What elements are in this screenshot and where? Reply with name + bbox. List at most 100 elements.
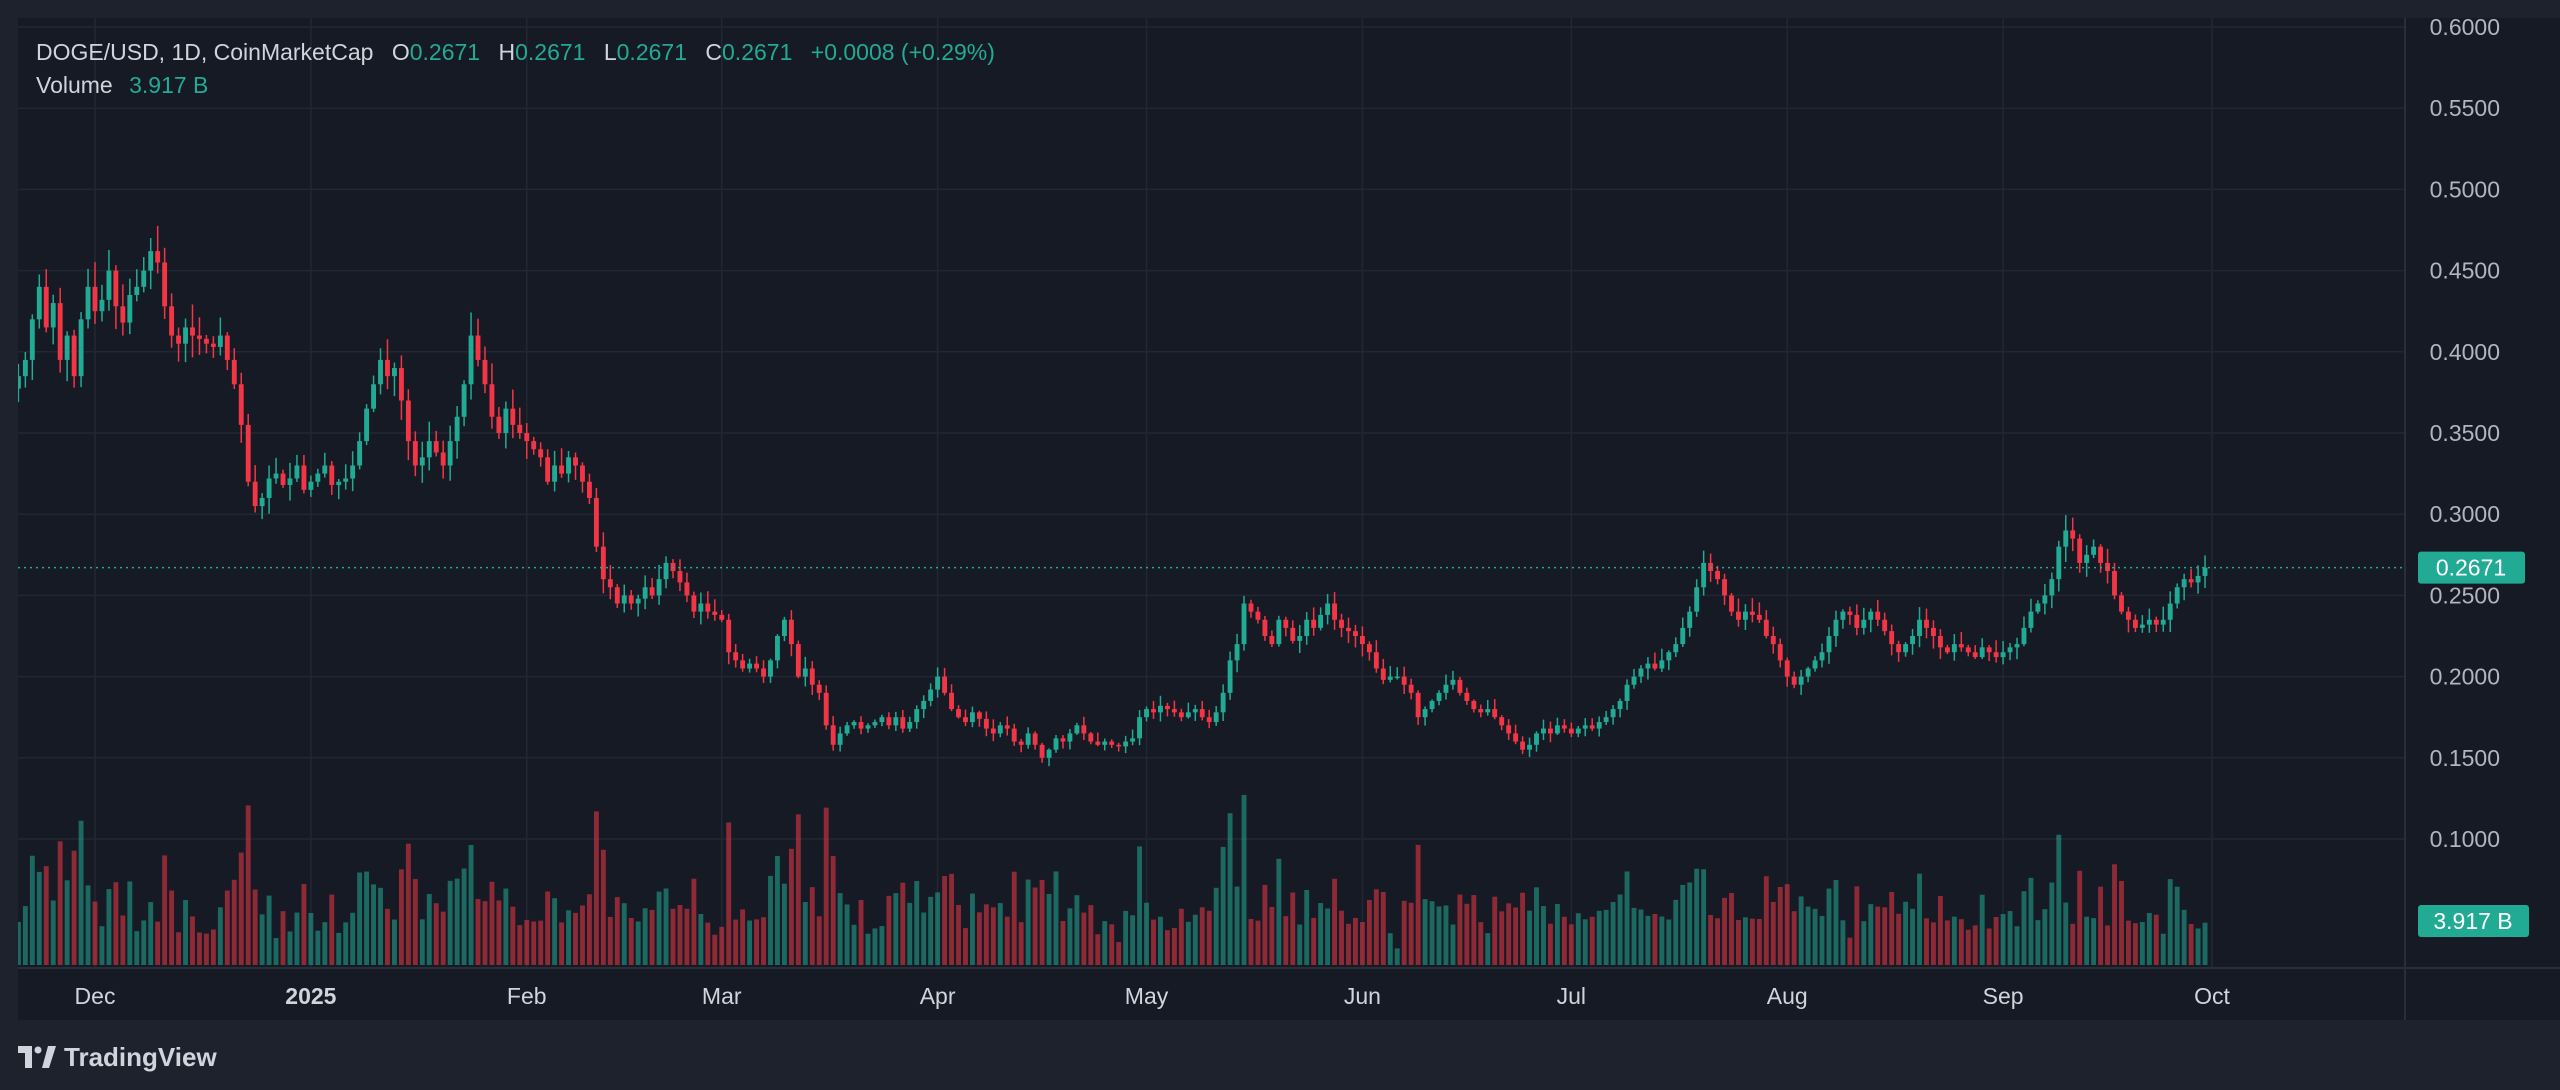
candle-body bbox=[364, 408, 370, 442]
volume-bar bbox=[1568, 924, 1574, 965]
volume-bar bbox=[935, 892, 941, 965]
volume-bar bbox=[343, 922, 349, 965]
candle-body bbox=[1638, 668, 1644, 677]
volume-bar bbox=[190, 916, 195, 965]
candle-body bbox=[447, 441, 453, 466]
volume-bar bbox=[893, 893, 899, 965]
candle-body bbox=[788, 619, 794, 645]
volume-bar bbox=[1339, 910, 1344, 965]
candle-body bbox=[1457, 679, 1463, 693]
volume-bar bbox=[1854, 886, 1860, 965]
volume-bar bbox=[141, 920, 147, 965]
volume-bar bbox=[1903, 901, 1909, 965]
volume-bar bbox=[809, 887, 815, 965]
candle-body bbox=[2007, 647, 2013, 653]
volume-bar bbox=[57, 841, 63, 965]
candle-body bbox=[524, 433, 530, 442]
volume-bar bbox=[524, 919, 530, 965]
candle-body bbox=[837, 733, 843, 745]
volume-bar bbox=[879, 926, 885, 965]
volume-bar bbox=[1722, 897, 1727, 965]
candle-body bbox=[92, 286, 98, 312]
volume-bar bbox=[454, 878, 460, 965]
volume-bar bbox=[1736, 920, 1741, 965]
volume-bar bbox=[1408, 902, 1414, 965]
candle-body bbox=[1736, 611, 1741, 620]
candle-body bbox=[1889, 631, 1895, 645]
candle-body bbox=[294, 465, 300, 479]
x-tick-label: Apr bbox=[920, 983, 956, 1009]
volume-bar bbox=[1325, 908, 1331, 965]
y-tick-label: 0.5000 bbox=[2430, 176, 2500, 202]
volume-bar bbox=[2000, 914, 2006, 965]
candle-body bbox=[1067, 733, 1073, 742]
candle-body bbox=[621, 595, 627, 604]
candle-body bbox=[183, 327, 188, 344]
volume-bar bbox=[2035, 920, 2041, 965]
volume-bar bbox=[1227, 813, 1233, 965]
volume-bar bbox=[252, 889, 258, 965]
price-badge bbox=[2418, 551, 2525, 584]
volume-bar bbox=[1429, 901, 1435, 965]
candle-body bbox=[586, 481, 592, 498]
candle-body bbox=[566, 457, 571, 474]
candle-body bbox=[747, 663, 753, 669]
candle-body bbox=[2119, 595, 2124, 612]
candle-body bbox=[134, 286, 140, 295]
volume-bar bbox=[552, 898, 558, 965]
volume-bar bbox=[412, 879, 418, 965]
candle-body bbox=[580, 465, 585, 482]
candle-body bbox=[726, 619, 732, 653]
candle-body bbox=[1527, 744, 1532, 750]
symbol-title[interactable]: DOGE/USD, 1D, CoinMarketCap bbox=[36, 39, 374, 65]
y-tick-label: 0.1500 bbox=[2430, 745, 2500, 771]
candle-body bbox=[1631, 676, 1637, 685]
candle-body bbox=[197, 335, 202, 339]
volume-bar bbox=[329, 894, 335, 965]
candle-body bbox=[217, 335, 223, 347]
candlestick-chart[interactable]: 0.6000 0.5500 0.5000 0.4500 0.4000 0.3500 0.30… bbox=[18, 18, 2560, 1020]
candle-body bbox=[802, 668, 808, 677]
volume-bar bbox=[245, 805, 251, 965]
volume-bar bbox=[357, 872, 363, 965]
chart-frame[interactable]: 0.6000 0.5500 0.5000 0.4500 0.4000 0.3500 0.30… bbox=[18, 18, 2560, 1020]
candle-body bbox=[1868, 611, 1874, 620]
candle-body bbox=[2195, 575, 2201, 583]
volume-bar bbox=[426, 893, 432, 965]
candle-body bbox=[224, 335, 230, 360]
volume-bar bbox=[18, 921, 21, 965]
candle-body bbox=[990, 728, 996, 734]
volume-bar bbox=[2195, 928, 2201, 965]
candle-body bbox=[2174, 587, 2180, 604]
volume-label[interactable]: Volume bbox=[36, 72, 113, 98]
volume-bar bbox=[1353, 917, 1358, 965]
candle-body bbox=[405, 400, 411, 442]
candle-body bbox=[50, 303, 56, 328]
candle-body bbox=[1053, 738, 1059, 750]
low-label: L bbox=[603, 39, 617, 65]
volume-bar bbox=[1805, 906, 1811, 965]
volume-bar bbox=[1701, 869, 1707, 965]
candle-body bbox=[935, 676, 941, 690]
candle-body bbox=[1199, 709, 1205, 718]
volume-bar bbox=[1861, 921, 1867, 965]
volume-bar bbox=[1178, 908, 1184, 965]
tradingview-brand[interactable]: TradingView bbox=[18, 1040, 217, 1074]
candle-body bbox=[1178, 712, 1184, 718]
volume-value: 3.917 B bbox=[129, 72, 209, 98]
volume-bar bbox=[419, 919, 425, 965]
volume-bar bbox=[1164, 930, 1170, 965]
candle-body bbox=[231, 359, 237, 385]
candle-body bbox=[106, 270, 112, 300]
volume-bar bbox=[2119, 880, 2124, 965]
volume-bar bbox=[1763, 876, 1769, 965]
volume-bar bbox=[1770, 901, 1776, 965]
candle-body bbox=[2084, 554, 2090, 563]
candle-body bbox=[858, 722, 864, 729]
candle-body bbox=[1541, 728, 1546, 734]
volume-bar bbox=[990, 907, 996, 965]
volume-bar bbox=[656, 891, 662, 965]
candle-body bbox=[1227, 660, 1233, 693]
candle-body bbox=[252, 481, 258, 507]
candle-body bbox=[1694, 587, 1700, 612]
